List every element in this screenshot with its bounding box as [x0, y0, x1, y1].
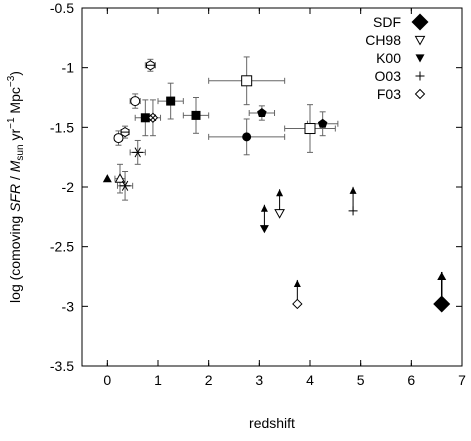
x-tick-label: 1: [154, 372, 162, 388]
y-tick-label: -1.5: [50, 119, 74, 135]
data-point: [147, 112, 159, 123]
data-point: [145, 60, 155, 71]
legend-marker: [415, 54, 425, 63]
plot-frame: [81, 7, 463, 367]
x-tick-label: 2: [205, 372, 213, 388]
y-tick-label: -1: [62, 60, 75, 76]
legend-marker: [411, 13, 429, 31]
y-tick-label: -2: [62, 179, 75, 195]
y-tick-label: -0.5: [50, 0, 74, 16]
data-point: [132, 147, 144, 158]
legend-entry: F03: [377, 86, 426, 102]
data-point: [292, 298, 303, 310]
legend-label: K00: [376, 50, 401, 66]
data-point: [304, 123, 316, 135]
data-point: [140, 113, 150, 123]
legend: SDF CH98 K00 O03 F03: [365, 13, 429, 102]
x-tick-label: 0: [103, 372, 111, 388]
data-point: [274, 209, 285, 219]
data-point: [242, 132, 252, 142]
legend-marker: [414, 88, 426, 100]
x-tick-label: 5: [357, 372, 365, 388]
y-tick-label: -2.5: [50, 239, 74, 255]
data-point: [114, 173, 126, 183]
x-tick-label: 4: [306, 372, 314, 388]
x-tick-label: 7: [458, 372, 466, 388]
legend-label: F03: [377, 86, 401, 102]
data-point: [257, 108, 267, 118]
data-point: [120, 127, 130, 138]
legend-entry: K00: [376, 50, 425, 66]
x-tick-label: 3: [255, 372, 263, 388]
data-point: [102, 174, 112, 183]
legend-marker: [414, 35, 426, 46]
x-tick-label: 6: [407, 372, 415, 388]
legend-label: O03: [375, 68, 402, 84]
data-point: [113, 133, 124, 144]
data-point: [259, 225, 269, 234]
data-point: [119, 180, 131, 191]
data-point: [241, 75, 253, 87]
legend-label: SDF: [373, 14, 401, 30]
legend-entry: O03: [375, 68, 425, 84]
x-axis-label: redshift: [249, 415, 295, 431]
data-point: [317, 118, 328, 128]
legend-marker: [415, 71, 425, 81]
data-point: [433, 295, 451, 313]
data-point: [191, 110, 201, 120]
y-tick-label: -3: [62, 298, 75, 314]
data-point: [130, 96, 141, 107]
lower-limit-arrow: [260, 204, 268, 229]
data-point: [348, 206, 358, 216]
legend-label: CH98: [365, 32, 401, 48]
legend-entry: SDF: [373, 13, 429, 31]
y-axis-label: log (comoving SFR / Msun yr−1 Mpc−3): [6, 71, 26, 303]
data-point: [166, 96, 176, 106]
legend-entry: CH98: [365, 32, 426, 48]
y-tick-label: -3.5: [50, 358, 74, 374]
